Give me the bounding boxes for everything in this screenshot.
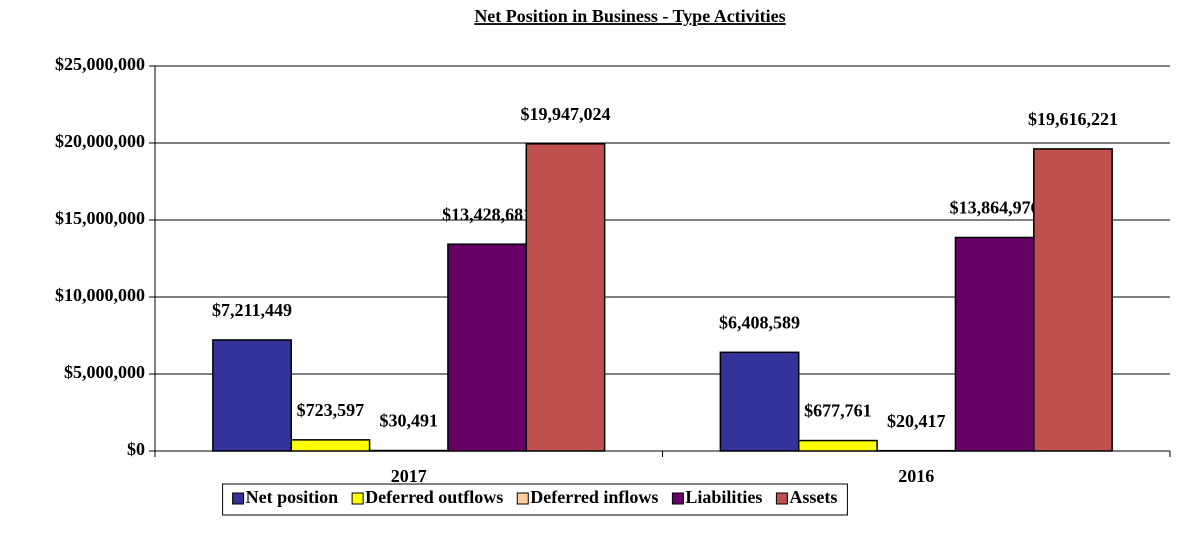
bar [954,236,1035,452]
legend-label: Assets [789,487,837,507]
legend-label: Net position [246,487,339,507]
legend-label: Liabilities [685,487,762,507]
x-tick-label: 2016 [898,466,934,486]
data-label: $6,408,589 [719,312,800,332]
bar [797,439,878,452]
legend-swatch [775,492,788,505]
y-tick-label: $25,000,000 [55,54,145,74]
legend-box [222,483,848,516]
data-label: $723,597 [297,400,365,420]
y-tick-label: $20,000,000 [55,131,145,151]
bar [1033,148,1113,452]
bar [447,243,528,452]
data-label: $20,417 [887,411,946,431]
data-label: $677,761 [804,401,872,421]
y-tick-label: $15,000,000 [55,208,145,228]
legend-label: Deferred inflows [530,487,658,507]
data-label: $13,428,681 [442,204,532,224]
data-label: $19,947,024 [520,104,610,124]
bar [719,351,800,452]
legend: Net position Deferred outflows Deferred in… [222,483,848,516]
legend-swatch [351,492,364,505]
y-tick-label: $10,000,000 [55,285,145,305]
x-tick-label: 2017 [391,466,427,486]
legend-swatch [232,492,245,505]
bar [290,439,371,452]
chart-title: Net Position in Business - Type Activiti… [474,6,785,26]
bar [212,339,292,452]
data-label: $7,211,449 [212,300,292,320]
data-label: $19,616,221 [1028,109,1118,129]
y-tick-label: $0 [127,439,145,459]
legend-swatch [516,492,529,505]
data-label: $13,864,976 [950,198,1040,218]
y-tick-label: $5,000,000 [64,362,145,382]
legend-swatch [671,492,684,505]
legend-label: Deferred outflows [365,487,503,507]
data-label: $30,491 [380,411,439,431]
bar [525,143,606,452]
